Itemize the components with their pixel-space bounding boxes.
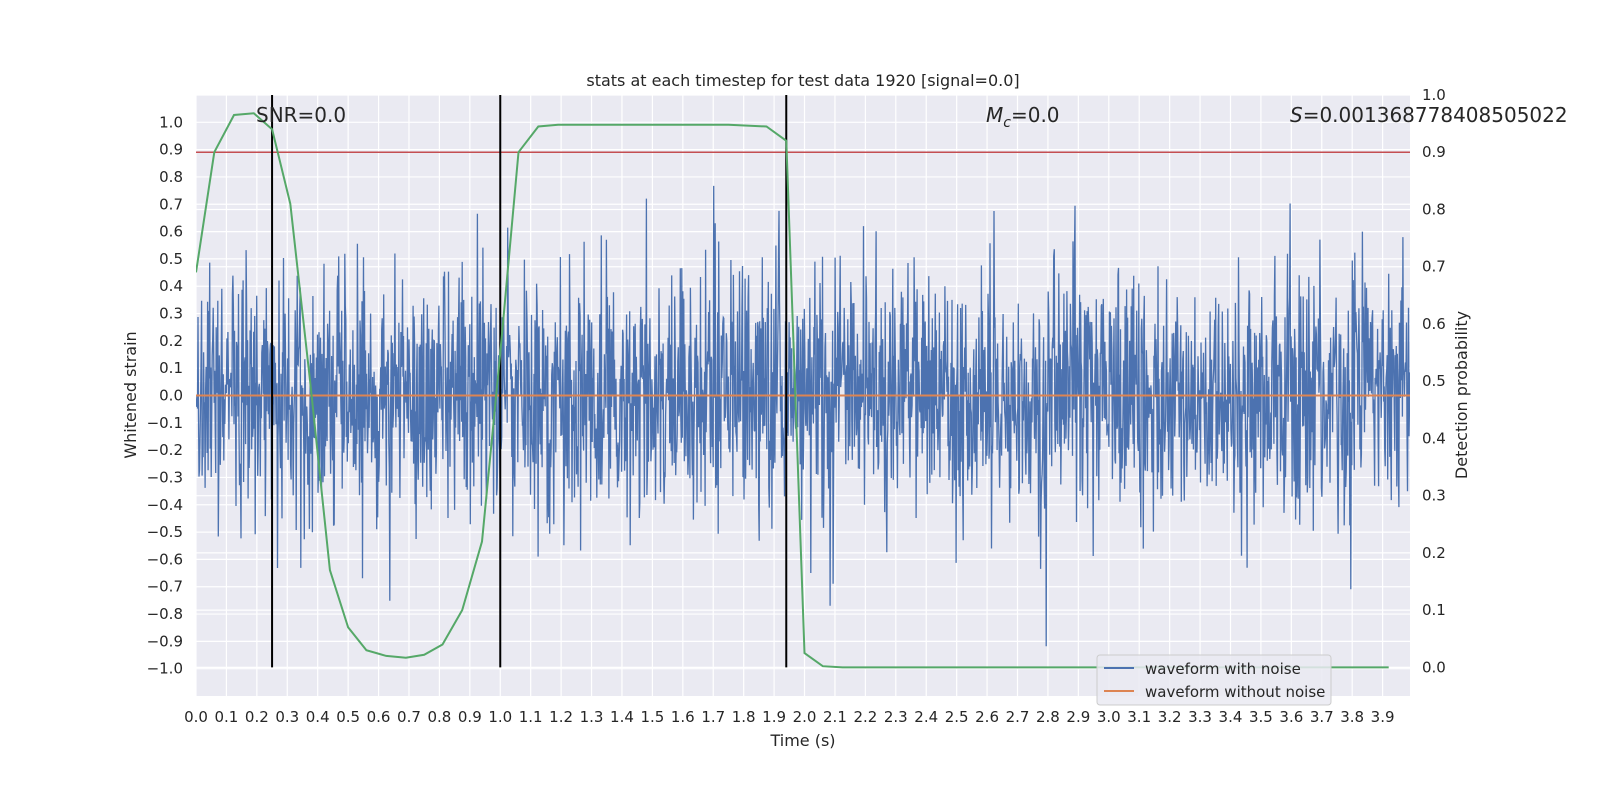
x-tick-label: 1.9 (762, 708, 786, 726)
x-tick-label: 1.4 (610, 708, 634, 726)
x-tick-label: 0.1 (214, 708, 238, 726)
y-right-tick-label: 0.8 (1422, 200, 1446, 218)
y-right-axis-label: Detection probability (1452, 311, 1471, 479)
y-tick-label: −0.5 (147, 523, 183, 541)
series-detection-probability (196, 112, 1389, 669)
x-tick-label: 3.7 (1310, 708, 1334, 726)
x-tick-label: 3.3 (1188, 708, 1212, 726)
x-tick-label: 0.9 (458, 708, 482, 726)
x-tick-label: 0.6 (367, 708, 391, 726)
y-tick-label: −0.7 (147, 578, 183, 596)
x-tick-label: 3.6 (1279, 708, 1303, 726)
y-tick-label: 0.4 (159, 277, 183, 295)
x-tick-label: 1.6 (671, 708, 695, 726)
y-tick-label: 0.1 (159, 359, 183, 377)
mc-value: =0.0 (1011, 103, 1060, 127)
x-tick-label: 0.7 (397, 708, 421, 726)
x-tick-label: 2.4 (914, 708, 938, 726)
plot-area (196, 95, 1410, 669)
y-tick-label: −0.8 (147, 605, 183, 623)
x-tick-label: 0.0 (184, 708, 208, 726)
plot-clipped (196, 95, 1410, 669)
y-tick-label: −1.0 (147, 660, 183, 678)
s-annotation: S=0.001368778408505022 (1290, 103, 1568, 127)
x-tick-label: 2.0 (793, 708, 817, 726)
y-tick-label: 0.7 (159, 195, 183, 213)
x-tick-label: 0.5 (336, 708, 360, 726)
x-tick-label: 0.2 (245, 708, 269, 726)
x-tick-label: 2.3 (884, 708, 908, 726)
x-tick-label: 2.9 (1066, 708, 1090, 726)
y-tick-label: 0.6 (159, 223, 183, 241)
s-symbol: S (1290, 103, 1303, 127)
y-tick-label: −0.6 (147, 550, 183, 568)
y-axis-label: Whitened strain (121, 331, 140, 458)
x-tick-label: 1.7 (701, 708, 725, 726)
x-tick-labels: 0.0 0.1 0.2 0.3 0.4 0.5 0.6 0.7 0.8 0.9 1.0 1.1 1.2 1… (184, 708, 1394, 726)
y-tick-label: 0.9 (159, 141, 183, 159)
x-tick-label: 2.8 (1036, 708, 1060, 726)
mc-annotation: Mc=0.0 (986, 103, 1060, 131)
s-value: =0.001368778408505022 (1303, 103, 1568, 127)
y-right-tick-label: 0.9 (1422, 143, 1446, 161)
x-tick-label: 2.1 (823, 708, 847, 726)
x-tick-label: 1.0 (488, 708, 512, 726)
y-tick-label: 1.0 (159, 113, 183, 131)
y-right-tick-label: 1.0 (1422, 86, 1446, 104)
y-tick-label: 0.8 (159, 168, 183, 186)
series-waveform-with-noise (196, 185, 1410, 647)
legend-entry-clean: waveform without noise (1145, 683, 1325, 701)
y-right-tick-label: 0.6 (1422, 315, 1446, 333)
y-tick-labels: 1.0 0.9 0.8 0.7 0.6 0.5 0.4 0.3 0.2 0.1 0.0 −0.1 −0.… (147, 113, 183, 677)
x-tick-label: 1.3 (580, 708, 604, 726)
x-tick-label: 2.2 (853, 708, 877, 726)
y-tick-label: −0.2 (147, 441, 183, 459)
y-tick-label: 0.0 (159, 387, 183, 405)
y-tick-label: 0.3 (159, 305, 183, 323)
snr-annotation: SNR=0.0 (256, 103, 346, 127)
x-axis-label: Time (s) (769, 731, 835, 750)
x-tick-label: 1.2 (549, 708, 573, 726)
x-tick-label: 3.5 (1249, 708, 1273, 726)
x-tick-label: 3.8 (1340, 708, 1364, 726)
x-tick-label: 2.7 (1006, 708, 1030, 726)
chart-title: stats at each timestep for test data 192… (586, 71, 1019, 90)
y-right-tick-label: 0.2 (1422, 544, 1446, 562)
y-right-tick-label: 0.4 (1422, 429, 1446, 447)
y-tick-label: 0.5 (159, 250, 183, 268)
y-right-tick-label: 0.0 (1422, 658, 1446, 676)
y-right-tick-label: 0.1 (1422, 601, 1446, 619)
y-right-tick-labels: 1.0 0.9 0.8 0.7 0.6 0.5 0.4 0.3 0.2 0.1 0.0 (1422, 86, 1446, 676)
x-tick-label: 2.6 (975, 708, 999, 726)
mc-subscript: c (1003, 115, 1011, 131)
x-tick-label: 0.8 (427, 708, 451, 726)
y-tick-label: −0.3 (147, 468, 183, 486)
x-tick-label: 3.0 (1097, 708, 1121, 726)
legend-entry-noise: waveform with noise (1145, 660, 1301, 678)
y-right-tick-label: 0.5 (1422, 372, 1446, 390)
y-tick-label: −0.4 (147, 496, 183, 514)
mc-symbol: M (986, 103, 1003, 127)
y-tick-label: 0.2 (159, 332, 183, 350)
y-tick-label: −0.1 (147, 414, 183, 432)
x-tick-label: 1.5 (640, 708, 664, 726)
y-right-tick-label: 0.3 (1422, 487, 1446, 505)
x-tick-label: 0.4 (306, 708, 330, 726)
legend: waveform with noise waveform without noi… (1096, 654, 1332, 706)
x-tick-label: 3.9 (1371, 708, 1395, 726)
x-tick-label: 1.1 (519, 708, 543, 726)
x-tick-label: 3.1 (1127, 708, 1151, 726)
x-tick-label: 3.4 (1219, 708, 1243, 726)
y-tick-label: −0.9 (147, 632, 183, 650)
x-tick-label: 2.5 (945, 708, 969, 726)
legend-box (1096, 654, 1332, 706)
x-tick-label: 3.2 (1158, 708, 1182, 726)
x-tick-label: 0.3 (275, 708, 299, 726)
y-right-tick-label: 0.7 (1422, 258, 1446, 276)
x-tick-label: 1.8 (732, 708, 756, 726)
